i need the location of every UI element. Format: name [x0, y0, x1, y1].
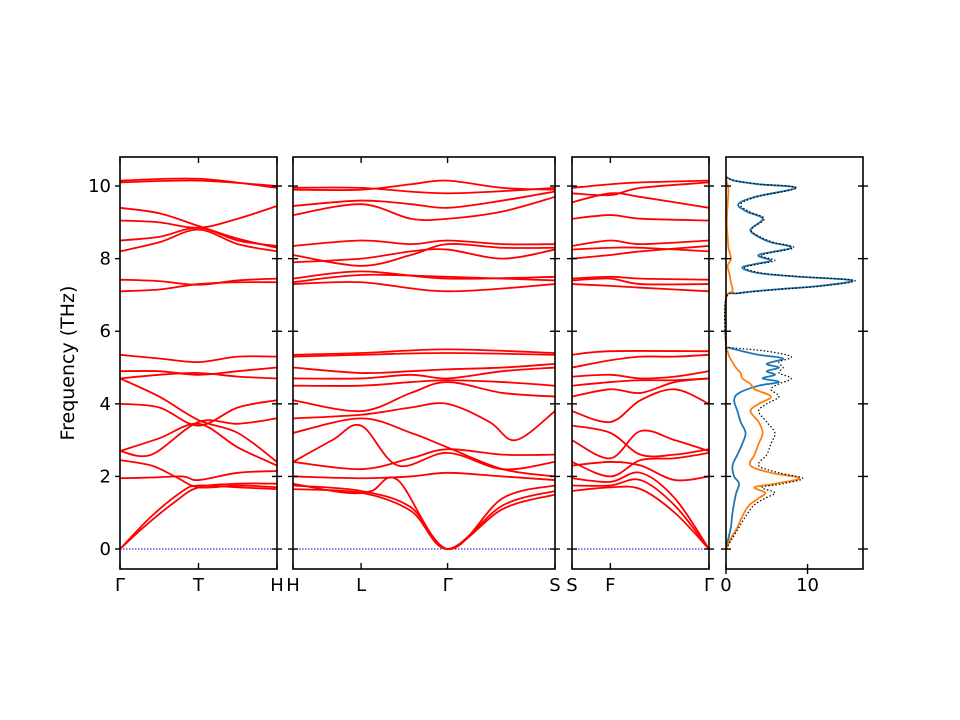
- band-line-3-13: [571, 350, 710, 356]
- band-line-2-23: [292, 179, 556, 191]
- y-tick-label: 10: [88, 176, 111, 197]
- band-line-1-13: [119, 277, 278, 286]
- dos-x-tick-label: 0: [720, 575, 731, 596]
- band-line-2-9: [292, 381, 556, 413]
- k-point-label: S: [549, 575, 560, 596]
- band-line-1-3: [119, 470, 278, 482]
- band-line-1-7: [119, 399, 278, 427]
- y-tick-label: 6: [100, 321, 111, 342]
- band-line-1-19: [119, 177, 278, 189]
- k-point-label: H: [286, 575, 300, 596]
- band-line-2-5: [292, 423, 556, 471]
- band-line-2-4: [292, 471, 556, 481]
- band-line-3-22: [571, 181, 710, 197]
- y-tick-label: 4: [100, 394, 111, 415]
- band-line-1-2: [119, 484, 278, 550]
- band-line-2-15: [292, 281, 556, 293]
- band-line-2-13: [292, 352, 556, 358]
- band-line-1-10: [119, 366, 278, 376]
- band-line-1-1: [119, 482, 278, 550]
- k-point-label: L: [356, 575, 366, 596]
- band-line-2-20: [292, 239, 556, 247]
- band-line-3-8: [571, 388, 710, 424]
- band-line-2-21: [292, 196, 556, 221]
- y-tick-label: 8: [100, 249, 111, 270]
- band-panel-1: Γ T H 0 2 4 6 8 10: [88, 156, 284, 596]
- dos-x-tick-label: 10: [796, 575, 819, 596]
- band-line-3-6: [571, 429, 710, 460]
- band-line-2-7: [292, 417, 556, 478]
- band-line-2-8: [292, 402, 556, 442]
- y-tick-label: 0: [100, 539, 111, 560]
- dos-curve-2: [724, 176, 801, 550]
- band-line-3-21: [571, 192, 710, 209]
- band-line-3-17: [571, 245, 710, 260]
- band-line-2-3: [292, 476, 556, 550]
- band-line-3-1: [571, 485, 710, 550]
- band-line-1-17: [119, 206, 278, 249]
- band-line-1-8: [119, 377, 278, 463]
- band-line-3-23: [571, 179, 710, 189]
- k-point-label: Γ: [115, 575, 125, 596]
- y-tick-label: 2: [100, 466, 111, 487]
- band-panel-frame: [119, 156, 278, 570]
- band-line-3-12: [571, 353, 710, 369]
- band-line-1-16: [119, 205, 278, 229]
- band-line-1-9: [119, 372, 278, 380]
- band-line-1-4: [119, 459, 278, 489]
- dos-panel: 0 10: [720, 156, 868, 596]
- y-axis-title: Frequency (THz): [57, 286, 79, 441]
- band-line-3-14: [571, 283, 710, 293]
- band-line-2-1: [292, 488, 556, 550]
- k-point-label: H: [270, 575, 284, 596]
- band-line-3-18: [571, 246, 710, 253]
- band-line-3-16: [571, 275, 710, 281]
- k-point-label: T: [192, 575, 205, 596]
- k-point-label: Γ: [704, 575, 714, 596]
- band-line-3-11: [571, 370, 710, 380]
- band-line-1-11: [119, 353, 278, 363]
- band-line-2-10: [292, 379, 556, 387]
- band-line-3-20: [571, 214, 710, 222]
- band-line-3-5: [571, 451, 710, 478]
- band-line-3-19: [571, 239, 710, 247]
- dos-curve-1: [724, 176, 854, 550]
- k-point-label: Γ: [443, 575, 453, 596]
- band-panel-frame: [292, 156, 556, 570]
- band-line-1-14: [119, 228, 278, 253]
- band-line-3-4: [571, 461, 710, 482]
- band-line-2-24: [292, 186, 556, 195]
- band-line-2-6: [292, 448, 556, 471]
- band-line-3-7: [571, 424, 710, 458]
- band-line-2-17: [292, 270, 556, 280]
- band-line-1-5: [119, 417, 278, 458]
- band-line-3-10: [571, 377, 710, 387]
- dos-curve-3: [724, 176, 856, 550]
- dos-panel-frame: [725, 156, 864, 570]
- band-line-2-19: [292, 243, 556, 267]
- band-line-3-15: [571, 277, 710, 286]
- band-line-2-11: [292, 366, 556, 380]
- band-line-1-12: [119, 281, 278, 293]
- k-point-label: S: [566, 575, 577, 596]
- k-point-label: F: [605, 575, 615, 596]
- band-line-3-3: [571, 471, 710, 550]
- band-line-3-2: [571, 478, 710, 550]
- band-line-2-22: [292, 190, 556, 209]
- band-line-2-2: [292, 484, 556, 550]
- band-line-1-6: [119, 422, 278, 467]
- band-line-2-14: [292, 348, 556, 356]
- band-line-2-12: [292, 363, 556, 375]
- band-panel-frame: [571, 156, 710, 570]
